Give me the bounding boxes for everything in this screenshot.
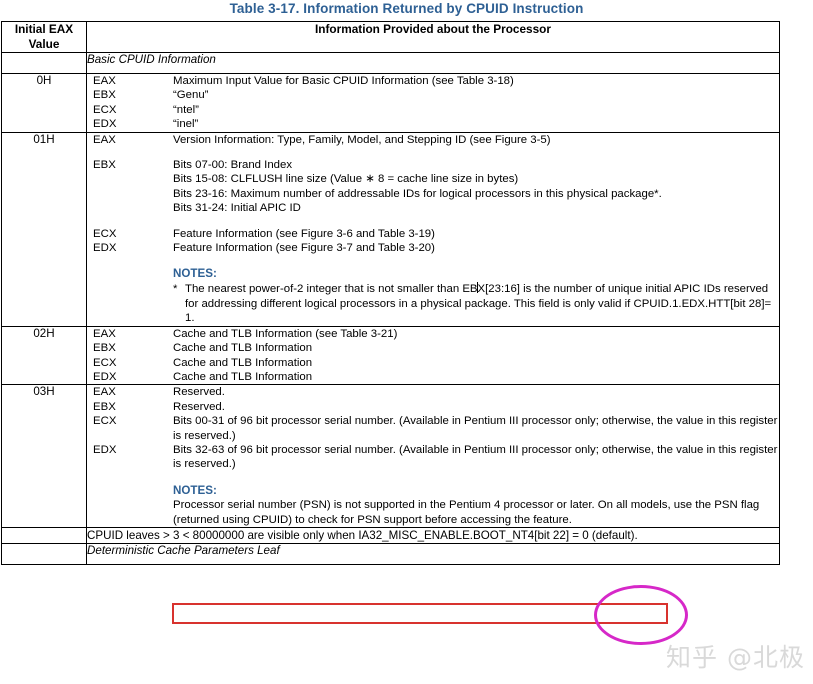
register-name-eax: EAX [93, 386, 116, 399]
note-text-psn: Processor serial number (PSN) is not sup… [173, 498, 760, 526]
footer-note-text: CPUID leaves > 3 < 80000000 are visible … [86, 527, 780, 545]
leaf-id-02h: 02H [1, 325, 87, 386]
register-line: EDX Feature Information (see Figure 3-7 … [87, 241, 779, 255]
register-name-ecx: ECX [93, 227, 117, 240]
register-description: Maximum Input Value for Basic CPUID Info… [173, 75, 514, 87]
column-header-line1: Initial EAX [14, 22, 74, 36]
watermark-text: 知乎 @北极 [666, 643, 805, 672]
notes-block: NOTES: Processor serial number (PSN) is … [87, 483, 779, 528]
register-description: Bits 07-00: Brand Index Bits 15-08: CLFL… [173, 158, 779, 216]
register-description-line: Bits 15-08: CLFLUSH line size (Value ∗ 8… [173, 173, 519, 186]
register-line: ECX Feature Information (see Figure 3-6 … [87, 227, 779, 241]
register-line: ECX “ntel” [87, 103, 779, 117]
column-header-initial-eax-value: Initial EAX Value [1, 21, 87, 53]
register-line: EAX Cache and TLB Information (see Table… [87, 327, 779, 341]
register-description: Cache and TLB Information [173, 342, 313, 355]
note-text-part1: The nearest power-of-2 integer that is n… [185, 283, 478, 296]
leaf-id-03h: 03H [1, 384, 87, 529]
notes-heading: NOTES: [173, 267, 217, 281]
register-description: Version Information: Type, Family, Model… [173, 133, 551, 146]
table-row-leaf-03h: 03H EAX Reserved. EBX Reserved. ECX Bits… [1, 384, 780, 529]
notes-block: NOTES: * The nearest power-of-2 integer … [87, 266, 779, 325]
table-row-leaf-02h: 02H EAX Cache and TLB Information (see T… [1, 325, 780, 386]
register-description: Feature Information (see Figure 3-6 and … [173, 227, 435, 240]
register-name-eax: EAX [93, 327, 116, 340]
section-row-eax-blank [1, 52, 87, 74]
page-title: Table 3-17. Information Returned by CPUI… [229, 1, 584, 16]
register-name-eax: EAX [93, 133, 116, 146]
register-name-ebx: EBX [93, 342, 116, 355]
register-name-eax: EAX [93, 75, 116, 87]
annotation-magenta-ellipse [594, 585, 688, 645]
register-description: Feature Information (see Figure 3-7 and … [173, 242, 435, 255]
notes-heading: NOTES: [173, 483, 217, 497]
table-row-leaf-01h: 01H EAX Version Information: Type, Famil… [1, 131, 780, 327]
cpuid-information-table: Initial EAX Value Information Provided a… [1, 21, 780, 566]
register-line: EAX Version Information: Type, Family, M… [87, 133, 779, 147]
register-description: Cache and TLB Information [173, 356, 313, 369]
note-marker-asterisk: * [173, 283, 178, 296]
register-description: “Genu” [173, 89, 209, 102]
register-line: EDX Cache and TLB Information [87, 370, 779, 384]
leaf-body-02h: EAX Cache and TLB Information (see Table… [86, 325, 780, 386]
leaf-id-01h: 01H [1, 131, 87, 327]
register-line: EBX “Genu” [87, 88, 779, 102]
register-name-edx: EDX [93, 118, 117, 131]
register-description: Cache and TLB Information (see Table 3-2… [173, 327, 398, 340]
register-name-ebx: EBX [93, 400, 116, 413]
leaf-id-0h: 0H [1, 73, 87, 133]
leaf-body-01h: EAX Version Information: Type, Family, M… [86, 131, 780, 327]
column-header-line2: Value [28, 37, 60, 51]
register-line: EDX Bits 32-63 of 96 bit processor seria… [87, 443, 779, 472]
note-text-part2: X[23:16] is the number of unique initial… [185, 283, 772, 325]
register-line: EBX Bits 07-00: Brand Index Bits 15-08: … [87, 158, 779, 216]
footer-note-eax-blank [1, 527, 87, 545]
register-description: Cache and TLB Information [173, 370, 313, 383]
register-name-edx: EDX [93, 443, 117, 456]
register-name-ecx: ECX [93, 356, 117, 369]
section-row-basic-cpuid-information: Basic CPUID Information [1, 52, 780, 74]
leaf-body-0h: EAX Maximum Input Value for Basic CPUID … [86, 73, 780, 133]
text-cursor-caret [477, 282, 479, 294]
register-description-line: Bits 31-24: Initial APIC ID [173, 202, 301, 215]
section-label-deterministic-cache-parameters-leaf: Deterministic Cache Parameters Leaf [86, 543, 780, 566]
register-line: ECX Bits 00-31 of 96 bit processor seria… [87, 414, 779, 443]
section-row-deterministic-cache-parameters: Deterministic Cache Parameters Leaf [1, 543, 780, 566]
register-description-line: Bits 07-00: Brand Index [173, 159, 293, 172]
register-description: Reserved. [173, 386, 225, 399]
register-description: Bits 00-31 of 96 bit processor serial nu… [173, 415, 778, 442]
note-item: * The nearest power-of-2 integer that is… [173, 282, 779, 325]
register-description: “ntel” [173, 103, 199, 116]
register-description: Reserved. [173, 400, 225, 413]
register-line: ECX Cache and TLB Information [87, 356, 779, 370]
table-row-footer-note: CPUID leaves > 3 < 80000000 are visible … [1, 527, 780, 545]
leaf-body-03h: EAX Reserved. EBX Reserved. ECX Bits 00-… [86, 384, 780, 529]
section-row-eax-blank [1, 543, 87, 566]
register-name-edx: EDX [93, 370, 117, 383]
section-label-basic-cpuid-information: Basic CPUID Information [86, 52, 780, 74]
register-description-line: Bits 23-16: Maximum number of addressabl… [173, 187, 662, 200]
register-line: EAX Maximum Input Value for Basic CPUID … [87, 74, 779, 88]
register-line: EDX “inel” [87, 117, 779, 131]
register-name-ecx: ECX [93, 415, 117, 428]
register-description: “inel” [173, 118, 199, 131]
register-name-ebx: EBX [93, 89, 116, 102]
register-description: Bits 32-63 of 96 bit processor serial nu… [173, 443, 778, 471]
note-text: The nearest power-of-2 integer that is n… [185, 282, 779, 325]
register-line: EAX Reserved. [87, 385, 779, 399]
column-header-information-provided: Information Provided about the Processor [86, 21, 780, 53]
register-name-ecx: ECX [93, 103, 117, 116]
table-header-row: Initial EAX Value Information Provided a… [1, 21, 780, 53]
register-name-ebx: EBX [93, 159, 116, 172]
annotation-red-rectangle [172, 603, 668, 624]
table-row-leaf-0h: 0H EAX Maximum Input Value for Basic CPU… [1, 73, 780, 133]
register-line: EBX Reserved. [87, 400, 779, 414]
register-line: EBX Cache and TLB Information [87, 341, 779, 355]
register-name-edx: EDX [93, 242, 117, 255]
